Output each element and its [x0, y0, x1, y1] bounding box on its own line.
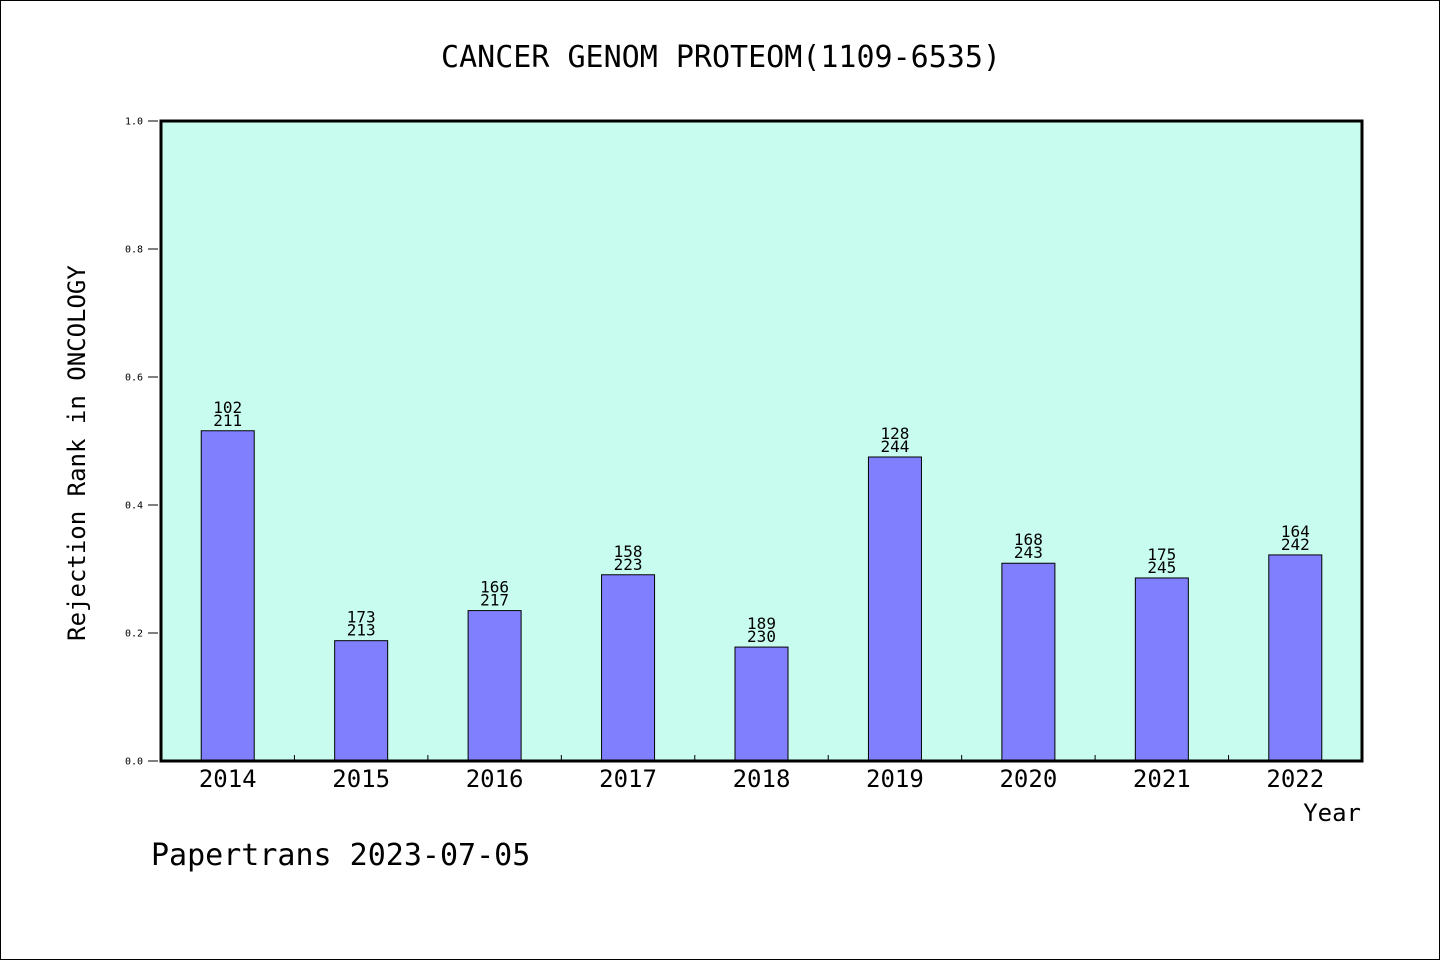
bar	[200, 430, 255, 762]
bar	[601, 574, 656, 762]
y-tick-label: 1.0	[125, 117, 143, 128]
bar-label-top: 175	[1147, 545, 1176, 564]
y-axis-label: Rejection Rank in ONCOLOGY	[63, 265, 91, 641]
bar-label-top: 164	[1281, 522, 1310, 541]
y-tick-label: 0.2	[125, 629, 143, 640]
bar	[467, 610, 522, 762]
x-axis: 2014 2015 2016 2017 2018 2019 2020 2021 2022	[199, 755, 1324, 793]
y-tick-label: 0.4	[125, 501, 143, 512]
x-tick-label: 2014	[199, 765, 257, 793]
bar-label-bottom: 223	[614, 555, 643, 574]
bar-label-top: 189	[747, 614, 776, 633]
bar	[1268, 554, 1323, 762]
bar-label-bottom: 244	[880, 437, 909, 456]
bar	[1001, 562, 1056, 762]
bar	[334, 640, 389, 762]
x-tick-label: 2020	[999, 765, 1057, 793]
bar	[867, 456, 922, 762]
y-tick-label: 0.6	[125, 373, 143, 384]
x-axis-label: Year	[1303, 799, 1361, 827]
bar-label-bottom: 243	[1014, 543, 1043, 562]
bar-label-bottom: 230	[747, 627, 776, 646]
y-axis: 0.0 0.2 0.4 0.6 0.8 1.0	[125, 117, 158, 768]
x-tick-label: 2015	[332, 765, 390, 793]
bar-label-bottom: 242	[1281, 535, 1310, 554]
bar-label-bottom: 217	[480, 591, 509, 610]
bar	[734, 646, 789, 762]
bar-label-bottom: 211	[213, 411, 242, 430]
footer-credit: Papertrans 2023-07-05	[151, 838, 530, 873]
bar-label-top: 173	[347, 608, 376, 627]
x-tick-label: 2019	[866, 765, 924, 793]
bar-label-top: 128	[880, 424, 909, 443]
bar-label-bottom: 213	[347, 621, 376, 640]
x-tick-label: 2017	[599, 765, 657, 793]
y-tick-label: 0.0	[125, 757, 143, 768]
bar-label-top: 102	[213, 398, 242, 417]
plot-border	[159, 119, 1364, 763]
bar-label-top: 168	[1014, 530, 1043, 549]
x-tick-label: 2021	[1133, 765, 1191, 793]
x-tick-label: 2022	[1266, 765, 1324, 793]
bar-label-bottom: 245	[1147, 558, 1176, 577]
x-tick-label: 2018	[733, 765, 791, 793]
bar-label-top: 158	[614, 542, 643, 561]
bar	[1134, 577, 1189, 762]
y-tick-label: 0.8	[125, 245, 143, 256]
chart-title: CANCER GENOM PROTEOM(1109-6535)	[441, 40, 1001, 75]
x-tick-label: 2016	[466, 765, 524, 793]
bar-label-top: 166	[480, 578, 509, 597]
bars-group: 1022111732131662171582231892301282441682…	[200, 398, 1323, 762]
